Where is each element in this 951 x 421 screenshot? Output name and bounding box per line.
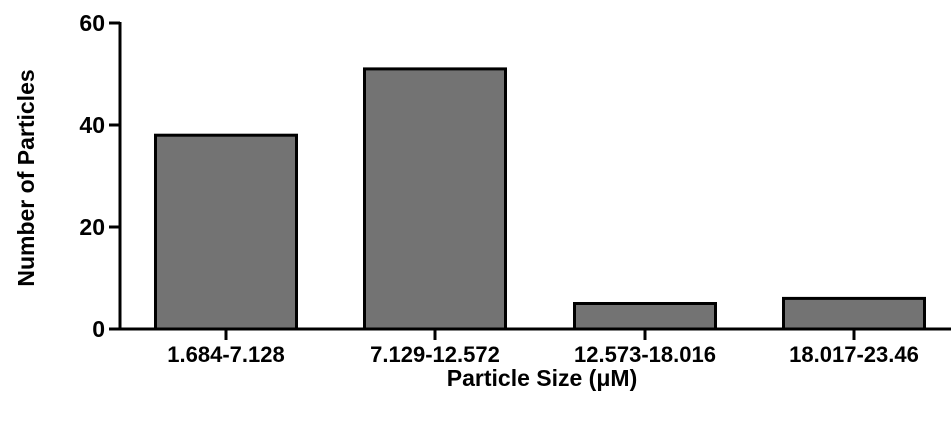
bar-4: [784, 298, 925, 329]
bar-2: [365, 69, 506, 329]
bar-1: [156, 135, 297, 329]
x-tick-label: 18.017-23.46: [789, 342, 919, 367]
y-tick-label: 20: [79, 214, 105, 240]
x-tick-label: 1.684-7.128: [167, 342, 284, 367]
y-tick-label: 0: [92, 316, 105, 342]
bar-3: [575, 304, 716, 330]
x-tick-label: 7.129-12.572: [370, 342, 500, 367]
bars-layer: [156, 69, 925, 329]
x-tick-label: 12.573-18.016: [574, 342, 716, 367]
y-tick-label: 60: [79, 10, 105, 36]
x-axis-title: Particle Size (μM): [447, 365, 637, 391]
y-axis-title: Number of Particles: [13, 69, 39, 286]
y-tick-label: 40: [79, 112, 105, 138]
